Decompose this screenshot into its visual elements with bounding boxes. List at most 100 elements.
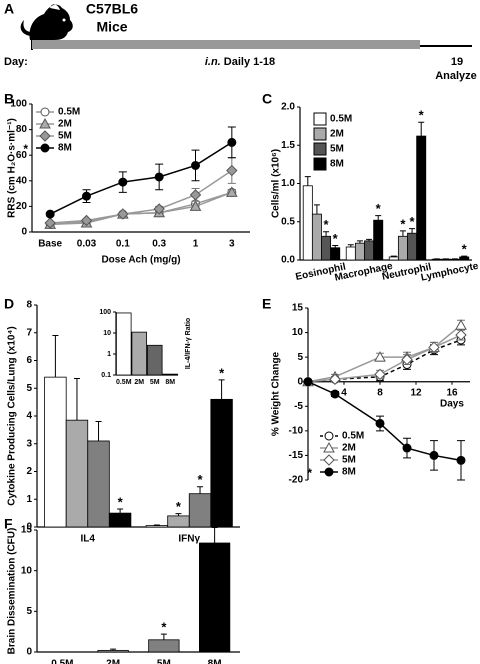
marker — [44, 217, 56, 229]
legend-label: 2M — [330, 129, 344, 140]
x-tick-label: 8 — [377, 387, 383, 398]
x-tick-label: 8M — [165, 379, 175, 386]
bar — [131, 331, 148, 376]
significance: * — [198, 472, 204, 487]
marker — [455, 329, 467, 341]
bar — [397, 235, 408, 261]
marker — [153, 203, 165, 215]
x-tick-label: 0.03 — [77, 239, 97, 250]
error-bar — [153, 524, 160, 526]
marker — [39, 130, 51, 142]
x-tick-label: 1 — [193, 239, 199, 250]
x-tick-label: 2M — [134, 379, 144, 386]
marker — [401, 353, 413, 366]
y-tick-label: 100 — [99, 309, 111, 316]
marker — [39, 117, 51, 129]
marker — [303, 377, 313, 387]
marker — [191, 160, 200, 170]
marker — [323, 441, 335, 453]
significance: * — [219, 365, 225, 380]
marker — [189, 189, 202, 201]
error-bar — [218, 379, 225, 400]
error-bar — [73, 378, 80, 421]
y-tick-label: 10 — [103, 330, 111, 337]
panel-a: A C57BL6 Mice Day: i.n. Daily 1-18 19 An… — [4, 1, 477, 82]
y-axis-label: Cytokine Producing Cells/Lung (x10⁴) — [7, 326, 18, 505]
x-tick-label: 5M — [150, 379, 160, 386]
legend-label: 0.5M — [342, 431, 364, 442]
panel-label: A — [4, 1, 14, 17]
x-tick-label: 0.3 — [152, 239, 166, 250]
significance: * — [324, 217, 330, 232]
legend-swatch — [313, 112, 327, 126]
error-bar — [409, 228, 416, 234]
bar — [459, 256, 470, 261]
marker — [324, 467, 334, 477]
bar — [87, 440, 110, 528]
series-line — [50, 169, 233, 224]
significance: * — [410, 214, 416, 229]
y-tick-label: 5 — [26, 606, 32, 617]
error-bar — [160, 633, 167, 640]
x-tick-label: 0.1 — [116, 239, 130, 250]
error-bar — [332, 244, 339, 248]
legend-note: * — [23, 142, 28, 156]
y-tick-label: 2.0 — [281, 102, 295, 113]
error-bar — [117, 508, 124, 514]
legend-label: 5M — [342, 455, 356, 466]
route: i.n. — [205, 56, 221, 68]
marker — [329, 373, 341, 385]
error-bar — [375, 215, 382, 221]
error-bar — [390, 255, 397, 257]
error-bar — [175, 513, 182, 516]
x-tick-label: 8M — [208, 659, 222, 664]
error-bar — [52, 335, 59, 378]
y-tick-label: 3 — [26, 438, 32, 449]
y-tick-label: 0.5 — [281, 216, 295, 227]
y-tick-label: 80 — [16, 124, 28, 135]
marker — [40, 107, 50, 117]
error-bar — [110, 648, 117, 651]
x-tick-label: 2M — [106, 659, 120, 664]
bar — [146, 344, 163, 376]
panel-label: C — [262, 91, 272, 107]
x-tick-label: 12 — [410, 387, 422, 398]
y-tick-label: -15 — [289, 450, 304, 461]
y-axis-label: % Weight Change — [271, 351, 282, 436]
end-label: Analyze — [435, 70, 477, 82]
series-line — [50, 191, 233, 226]
y-tick-label: 0 — [297, 376, 303, 387]
significance: * — [118, 494, 124, 509]
error-bar — [323, 231, 330, 237]
end-day: 19 — [451, 56, 463, 68]
legend-label: 5M — [58, 131, 72, 142]
y-tick-label: -5 — [294, 401, 303, 412]
y-tick-label: 5 — [297, 352, 303, 363]
significance: * — [419, 108, 425, 123]
marker — [80, 214, 93, 227]
y-tick-label: 15 — [21, 525, 33, 536]
legend-swatch — [313, 157, 327, 171]
panel-label: D — [4, 296, 14, 312]
error-bar — [366, 238, 373, 241]
y-tick-label: 0 — [21, 227, 27, 238]
y-axis-label: IL-4/IFN-γ Ratio — [185, 318, 192, 369]
x-axis-label: Days — [440, 398, 464, 409]
bar — [311, 213, 322, 261]
x-tick-label: IL4 — [81, 534, 96, 545]
error-bar — [95, 421, 102, 441]
significance: * — [176, 499, 182, 514]
y-tick-label: 15 — [292, 303, 304, 314]
marker — [117, 208, 129, 220]
x-tick-label: 0.5M — [51, 659, 73, 664]
y-tick-label: 0.1 — [101, 372, 111, 379]
marker — [82, 191, 91, 201]
bar — [188, 493, 212, 528]
legend-label: 8M — [342, 467, 356, 478]
x-tick-label: 4 — [341, 387, 347, 398]
bar — [44, 376, 67, 528]
marker — [227, 137, 237, 147]
y-tick-label: 0 — [26, 522, 32, 533]
marker — [118, 177, 128, 187]
